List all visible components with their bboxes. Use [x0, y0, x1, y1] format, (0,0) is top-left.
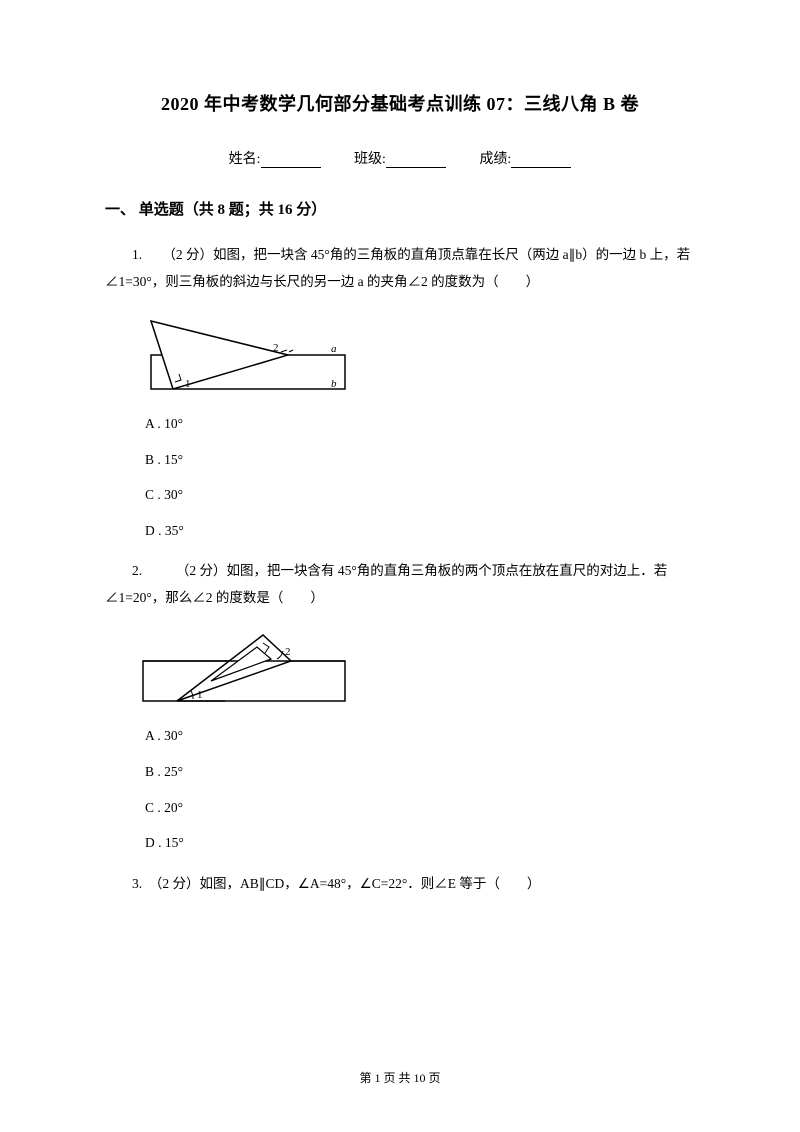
- question-1-options: A . 10° B . 15° C . 30° D . 35°: [145, 413, 695, 541]
- name-label: 姓名:: [229, 152, 261, 167]
- svg-text:2: 2: [285, 646, 291, 658]
- section-heading: 一、 单选题（共 8 题；共 16 分）: [105, 198, 695, 219]
- score-blank: [511, 154, 571, 168]
- question-2-figure: 2 1: [133, 625, 695, 711]
- q1-option-a: A . 10°: [145, 413, 695, 435]
- question-1-text: 1. （2 分）如图，把一块含 45°角的三角板的直角顶点靠在长尺（两边 a∥b…: [105, 241, 695, 295]
- q1-option-d: D . 35°: [145, 520, 695, 542]
- class-blank: [386, 154, 446, 168]
- page-footer: 第 1 页 共 10 页: [0, 1069, 800, 1086]
- svg-text:b: b: [331, 378, 337, 390]
- q1-option-c: C . 30°: [145, 484, 695, 506]
- question-2-text: 2. （2 分）如图，把一块含有 45°角的直角三角板的两个顶点在放在直尺的对边…: [105, 557, 695, 611]
- q2-option-a: A . 30°: [145, 725, 695, 747]
- q2-option-c: C . 20°: [145, 797, 695, 819]
- svg-text:2: 2: [273, 342, 279, 354]
- svg-text:1: 1: [185, 378, 191, 390]
- page-title: 2020 年中考数学几何部分基础考点训练 07：三线八角 B 卷: [105, 90, 695, 116]
- q1-option-b: B . 15°: [145, 449, 695, 471]
- svg-text:1: 1: [197, 689, 203, 701]
- q2-option-b: B . 25°: [145, 761, 695, 783]
- question-3-text: 3. （2 分）如图，AB∥CD，∠A=48°，∠C=22°．则∠E 等于（ ）: [105, 870, 695, 897]
- question-1-figure: 2 a b 1: [133, 309, 695, 399]
- name-blank: [261, 154, 321, 168]
- student-info: 姓名: 班级: 成绩:: [105, 148, 695, 168]
- svg-text:a: a: [331, 343, 337, 355]
- q2-option-d: D . 15°: [145, 832, 695, 854]
- class-label: 班级:: [354, 152, 386, 167]
- question-2-options: A . 30° B . 25° C . 20° D . 15°: [145, 725, 695, 853]
- score-label: 成绩:: [479, 152, 511, 167]
